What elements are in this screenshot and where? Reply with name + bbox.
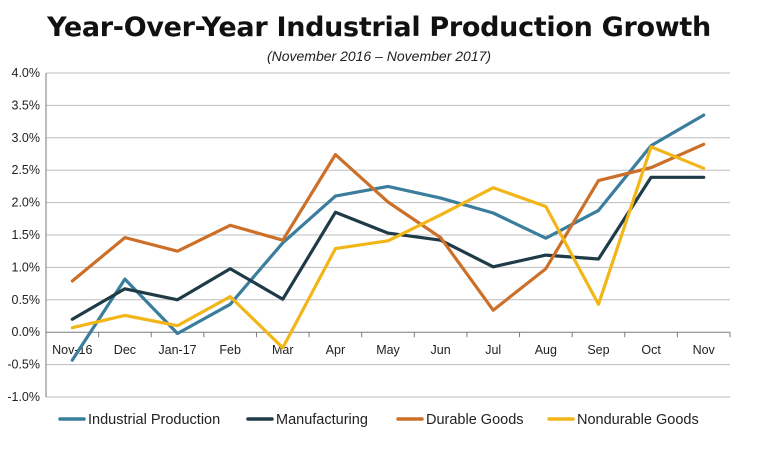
y-tick-label: -0.5% (7, 358, 40, 372)
x-tick-label: Nov-16 (52, 343, 92, 357)
x-tick-label: Sep (587, 343, 609, 357)
y-tick-label: 1.0% (12, 260, 41, 274)
y-tick-label: 3.0% (12, 131, 41, 145)
chart-subtitle: (November 2016 – November 2017) (266, 48, 492, 64)
y-tick-label: 2.0% (12, 196, 41, 210)
x-axis-ticks: Nov-16 Dec Jan-17 Feb Mar Apr May Jun Jul Aug Sep O… (45, 332, 731, 357)
x-tick-label: Oct (641, 343, 661, 357)
y-tick-label: 3.5% (12, 98, 41, 112)
y-tick-label: -1.0% (7, 390, 40, 404)
chart-title: Year-Over-Year Industrial Production Gro… (47, 12, 711, 43)
y-axis-ticks: -1.0% -0.5% 0.0% 0.5% 1.0% 1.5% 2.0% 2.5% 3.0% 3.… (7, 66, 40, 404)
x-tick-label: Jan-17 (158, 343, 196, 357)
series-lines (70, 113, 706, 362)
legend-label: Durable Goods (426, 412, 524, 428)
x-tick-label: Jul (485, 343, 501, 357)
x-tick-label: Feb (219, 343, 241, 357)
y-tick-label: 0.5% (12, 293, 41, 307)
x-tick-label: Nov (693, 343, 716, 357)
x-tick-label: May (376, 343, 400, 357)
y-tick-label: 0.0% (12, 325, 41, 339)
y-tick-label: 1.5% (12, 228, 41, 242)
y-tick-label: 4.0% (12, 66, 41, 80)
series-line-nondurable-goods (70, 145, 706, 350)
legend-label: Manufacturing (276, 412, 368, 428)
legend-label: Nondurable Goods (577, 412, 699, 428)
series-line-durable-goods (70, 142, 706, 312)
series-line-manufacturing (70, 175, 706, 321)
x-tick-label: Apr (326, 343, 345, 357)
legend: Industrial Production Manufacturing Durabl… (58, 412, 699, 428)
x-tick-label: Jun (431, 343, 451, 357)
x-tick-label: Aug (535, 343, 557, 357)
x-tick-label: Dec (114, 343, 136, 357)
legend-label: Industrial Production (88, 412, 220, 428)
y-tick-label: 2.5% (12, 163, 41, 177)
series-line-industrial-production (70, 113, 706, 362)
x-tick-label: Mar (272, 343, 294, 357)
